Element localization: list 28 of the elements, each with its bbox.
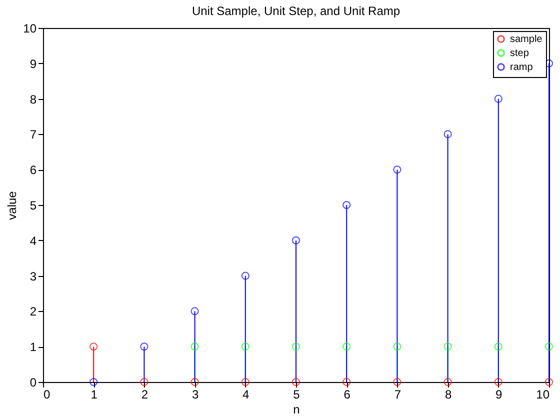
y-tick-label: 1 (30, 340, 37, 354)
chart-title: Unit Sample, Unit Step, and Unit Ramp (192, 4, 400, 18)
y-axis-title: value (5, 190, 20, 220)
y-tick-label: 9 (30, 56, 37, 71)
x-tick-label: 0 (44, 388, 50, 402)
legend-label: sample (510, 34, 543, 45)
legend-label: ramp (510, 62, 534, 73)
x-tick-label: 9 (496, 388, 503, 402)
y-tick-label: 2 (30, 304, 37, 319)
y-tick-label: 3 (30, 269, 37, 284)
x-tick-label: 1 (90, 388, 98, 402)
y-tick-label: 5 (30, 198, 37, 212)
x-tick-label: 3 (192, 388, 199, 402)
x-tick-label: 10 (536, 388, 550, 402)
y-tick-label: 6 (30, 163, 37, 178)
x-tick-label: 8 (444, 388, 452, 402)
x-tick-label: 4 (242, 388, 250, 402)
y-tick-label: 10 (23, 22, 37, 36)
legend-label: step (510, 48, 530, 59)
x-tick-label: 2 (141, 388, 148, 402)
y-tick-label: 4 (30, 234, 37, 248)
x-tick-label: 6 (344, 388, 351, 402)
y-tick-label: 8 (30, 92, 37, 106)
x-tick-label: 7 (394, 388, 402, 402)
x-tick-label: 5 (293, 388, 300, 402)
y-tick-label: 0 (30, 376, 37, 390)
x-axis-title: n (293, 402, 300, 416)
y-tick-label: 7 (30, 128, 37, 142)
